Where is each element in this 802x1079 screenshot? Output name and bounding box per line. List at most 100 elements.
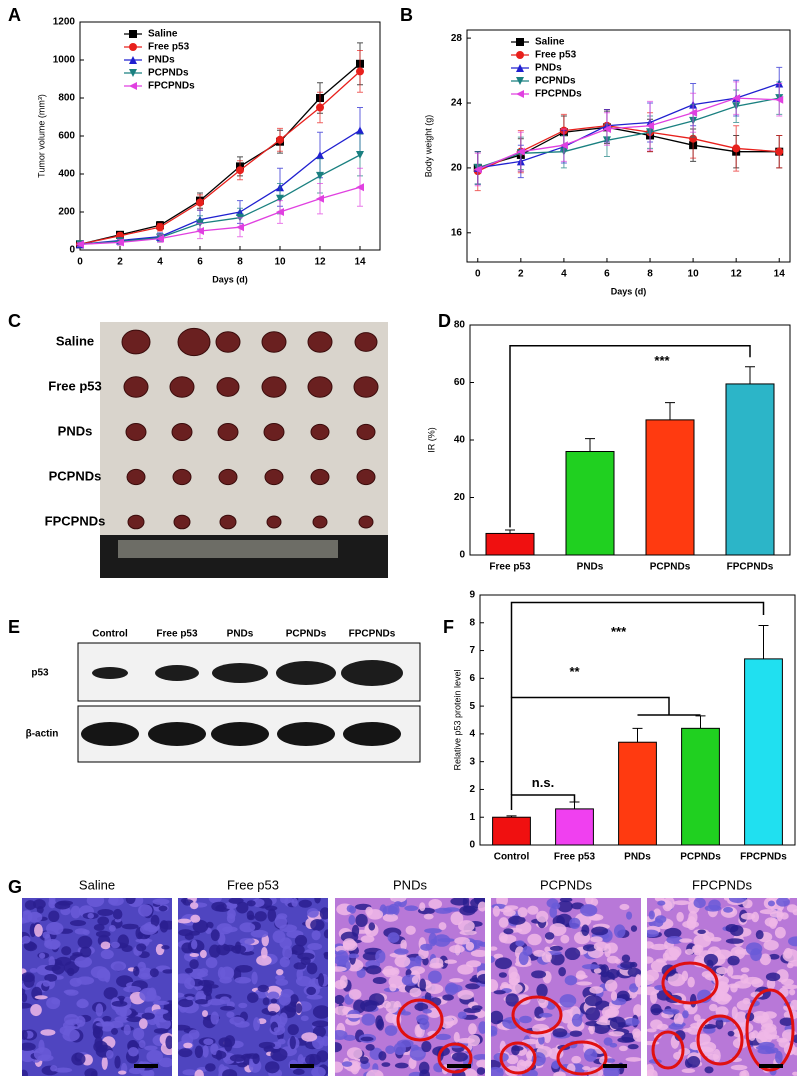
significance-bracket [509,344,751,528]
cell [270,998,278,1004]
legend-marker [516,38,524,46]
x-tick-label: 4 [561,269,567,280]
cell [155,943,165,956]
significance-label: *** [654,353,670,368]
histology-label: PNDs [393,877,427,892]
cell [48,898,56,905]
cell [736,1000,752,1011]
x-tick-label: 6 [197,257,203,268]
cell [135,938,153,943]
highlight-circle [661,961,719,1005]
cell [123,996,132,1010]
cell [605,1058,616,1063]
tumor [307,331,333,353]
cell [22,993,28,1003]
cell [178,998,194,1008]
cell [424,928,442,934]
cell [774,926,786,939]
cell [158,1057,172,1068]
cell [606,968,620,979]
cell [647,1040,660,1046]
cell [44,973,58,982]
blot-band [343,722,401,746]
cell [791,1047,797,1056]
tumor [358,515,374,529]
cell [444,982,459,996]
series-line [477,125,780,172]
cell [756,1031,773,1045]
cell [138,904,153,917]
cell [109,1020,124,1029]
cell [97,916,110,926]
x-tick-label: 2 [117,257,123,268]
cell [708,899,721,911]
cell [550,952,565,966]
cell [517,907,528,918]
cell [604,943,612,958]
marker [602,124,611,133]
cell [647,1028,657,1033]
cell [349,905,357,914]
cell [82,929,90,936]
bar [645,419,695,556]
blot-band [211,722,269,746]
cell [458,920,475,932]
cell [448,944,465,954]
cell [375,949,386,964]
scale-bar [603,1064,627,1068]
cell [657,900,666,906]
tumor [123,376,149,398]
error-bar [745,366,755,384]
cell [624,1017,640,1026]
cell [34,995,48,1000]
series-line [79,129,361,245]
cell [683,1003,691,1010]
cell [204,1063,216,1072]
cell [610,991,618,1001]
legend-label: PNDs [535,63,562,74]
cell [727,955,740,966]
histology-image [335,898,485,1076]
cell [664,927,682,939]
cell [319,907,328,920]
cell [668,1023,684,1030]
cell [387,932,400,943]
histology-image [647,898,797,1076]
cell [581,924,590,936]
cell [342,938,356,950]
bar [618,741,657,846]
error-bar [506,815,517,818]
cell [310,918,325,932]
cell [506,1054,519,1065]
cell [786,904,797,913]
histology-image [22,898,172,1076]
blot-band [148,722,206,746]
cell [776,898,790,907]
cell [162,969,172,974]
cell [71,1052,86,1066]
cell [626,911,633,920]
cell [384,1025,398,1036]
cell [571,1055,582,1064]
cell [687,976,695,988]
x-axis-label: Days (d) [611,286,647,296]
cell [144,1045,158,1051]
cell [323,952,328,960]
cell [365,965,382,975]
marker [236,223,244,232]
cell [62,1028,80,1042]
cell [385,1045,395,1054]
cell [224,902,238,910]
panel-label: E [8,617,20,637]
cell [311,1066,326,1076]
marker [156,234,164,243]
cell [394,955,411,968]
cell [178,992,185,998]
cell [715,1006,729,1018]
scale-bar [290,1064,314,1068]
cell [24,900,36,910]
cell [655,915,667,924]
cell [70,905,81,919]
lane-label: PNDs [227,629,254,640]
